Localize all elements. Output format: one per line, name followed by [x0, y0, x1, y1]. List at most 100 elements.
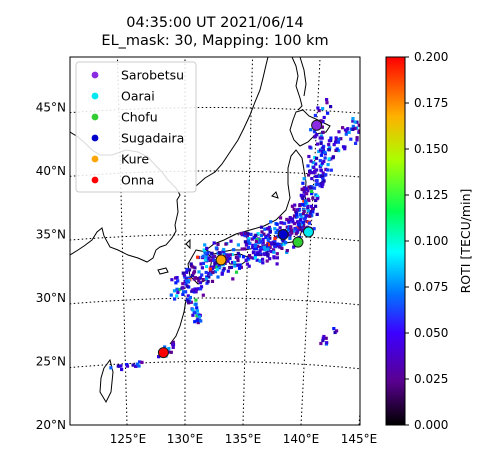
roti-point	[309, 159, 313, 163]
roti-point	[313, 170, 317, 174]
roti-point	[307, 221, 311, 225]
roti-point	[275, 242, 279, 246]
roti-point	[259, 247, 263, 251]
roti-point	[192, 271, 196, 275]
roti-point	[255, 238, 259, 242]
roti-point	[259, 234, 263, 238]
roti-point	[380, 114, 383, 117]
y-tick-label: 45°N	[36, 101, 66, 115]
roti-point	[251, 245, 255, 249]
roti-point	[290, 217, 294, 221]
roti-point	[253, 244, 257, 248]
roti-point	[375, 109, 378, 112]
roti-point	[214, 246, 218, 250]
roti-point	[321, 146, 325, 150]
colorbar-tick-label: 0.150	[414, 142, 448, 156]
roti-point	[214, 265, 218, 269]
roti-point	[309, 186, 313, 190]
roti-point	[334, 136, 338, 140]
station-marker-chofu	[292, 236, 304, 248]
roti-point	[315, 212, 319, 216]
roti-point	[301, 227, 305, 231]
roti-point	[318, 159, 322, 163]
roti-point	[332, 143, 336, 147]
legend-label-oarai: Oarai	[121, 89, 155, 104]
roti-point	[209, 272, 213, 276]
roti-point	[319, 141, 323, 146]
roti-point	[337, 149, 341, 153]
roti-point	[326, 168, 330, 172]
roti-point	[258, 251, 262, 255]
roti-point	[230, 252, 234, 257]
roti-point	[272, 242, 277, 246]
roti-point	[237, 254, 241, 258]
roti-point	[251, 256, 256, 260]
colorbar-tick-label: 0.075	[414, 280, 448, 294]
roti-point	[191, 273, 195, 277]
y-tick-label: 25°N	[36, 355, 66, 369]
roti-point	[249, 256, 253, 260]
roti-point	[186, 280, 190, 284]
roti-point	[353, 120, 357, 124]
roti-point	[301, 196, 305, 200]
roti-point	[295, 213, 299, 217]
roti-point	[372, 120, 375, 123]
roti-point	[327, 148, 331, 152]
roti-point	[187, 268, 192, 272]
y-axis-ticks: 20°N 25°N 30°N 35°N 40°N 45°N	[36, 101, 66, 433]
roti-point	[240, 247, 244, 251]
colorbar-tick-label: 0.050	[414, 326, 448, 340]
roti-point	[256, 232, 260, 236]
roti-point	[353, 126, 357, 131]
roti-point	[205, 277, 209, 281]
map-frame	[69, 56, 361, 426]
roti-point	[120, 367, 124, 372]
roti-point	[372, 122, 375, 125]
roti-point	[246, 245, 251, 250]
roti-point	[137, 364, 141, 368]
roti-point	[225, 257, 229, 261]
roti-point	[195, 306, 199, 310]
roti-point	[181, 282, 185, 286]
roti-point	[243, 247, 247, 251]
roti-point	[266, 247, 270, 251]
roti-point	[220, 272, 224, 276]
roti-point	[371, 113, 374, 116]
roti-point	[301, 212, 306, 216]
roti-point	[328, 146, 332, 150]
roti-point	[378, 120, 381, 123]
roti-point	[207, 275, 211, 279]
roti-point	[260, 230, 264, 234]
roti-point	[337, 130, 341, 134]
roti-point	[308, 211, 312, 216]
roti-point	[312, 227, 316, 231]
roti-point	[322, 159, 326, 163]
roti-point	[321, 182, 325, 186]
roti-point	[298, 220, 302, 224]
roti-point	[294, 227, 298, 231]
roti-point	[295, 211, 299, 215]
roti-point	[261, 237, 265, 242]
roti-point	[199, 319, 203, 323]
roti-point	[319, 174, 323, 178]
roti-point	[211, 270, 215, 275]
roti-point	[178, 287, 182, 292]
roti-point	[263, 248, 267, 252]
roti-point	[322, 334, 326, 339]
roti-point	[213, 262, 217, 266]
roti-point	[204, 264, 209, 269]
roti-point	[372, 111, 375, 114]
roti-point	[261, 257, 265, 261]
roti-point	[226, 269, 230, 273]
roti-point	[192, 277, 196, 281]
roti-point	[351, 127, 355, 131]
station-marker-oarai	[303, 226, 314, 238]
roti-point	[131, 363, 135, 367]
roti-point	[309, 128, 313, 132]
roti-point	[243, 240, 247, 244]
roti-point	[322, 115, 326, 120]
chart-title-line-2: EL_mask: 30, Mapping: 100 km	[101, 33, 329, 49]
y-tick-label: 30°N	[36, 291, 66, 305]
roti-point	[262, 245, 266, 249]
